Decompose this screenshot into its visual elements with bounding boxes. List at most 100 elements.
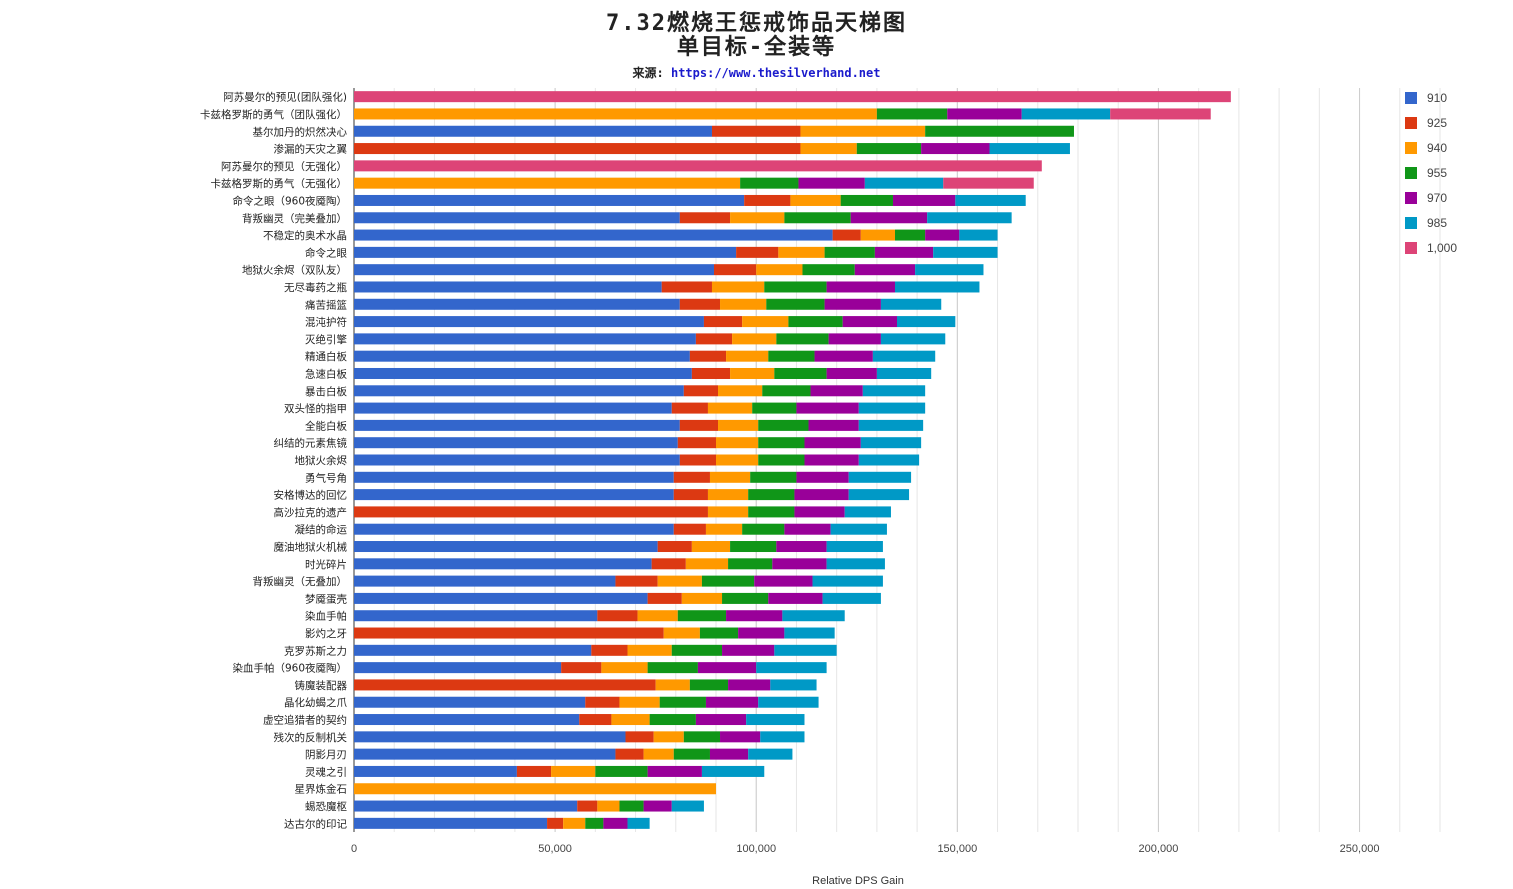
bar-segment-985 [812, 575, 883, 587]
category-label: 达古尔的印记 [284, 817, 347, 830]
category-label: 不稳定的奥术水晶 [263, 229, 347, 242]
bar-segment-940 [716, 437, 759, 449]
bar-segment-910 [354, 523, 674, 535]
bar-segment-940 [720, 298, 767, 310]
bar-segment-970 [828, 333, 881, 345]
bar-segment-925 [679, 298, 721, 310]
source-url[interactable]: https://www.thesilverhand.net [670, 66, 881, 80]
bar-segment-925 [354, 627, 664, 639]
bar-segment-955 [840, 194, 893, 206]
chart-title: 7.32燃烧王惩戒饰品天梯图 [606, 11, 907, 36]
category-label: 纠结的元素焦镜 [274, 437, 348, 450]
bar-segment-955 [925, 125, 1074, 137]
category-label: 高沙拉克的遗产 [274, 506, 348, 519]
bar-segment-970 [850, 212, 928, 224]
bar-segment-955 [595, 765, 648, 777]
bar-segment-940 [711, 281, 765, 293]
bar-segment-910 [354, 454, 680, 466]
bar-segment-970 [647, 765, 702, 777]
legend-label: 985 [1427, 215, 1448, 230]
legend-item: 1,000 [1405, 235, 1457, 260]
bar-segment-940 [655, 679, 690, 691]
category-label: 勇气号角 [305, 471, 347, 484]
category-label: 基尔加丹的炽然决心 [253, 125, 348, 138]
bar-segment-970 [722, 644, 775, 656]
bar-segment-985 [955, 194, 1026, 206]
bar-segment-955 [649, 714, 696, 726]
legend-swatch [1405, 141, 1417, 154]
category-label: 染血手帕（960夜魇陶） [232, 662, 347, 675]
category-label: 克罗苏斯之力 [284, 644, 347, 657]
category-label: 急速白板 [305, 367, 347, 380]
bar-segment-985 [894, 281, 980, 293]
category-label: 全能白板 [305, 419, 347, 432]
legend-item: 985 [1405, 210, 1457, 235]
bar-segment-985 [848, 489, 910, 501]
bar-segment-985 [748, 748, 793, 760]
legend-item: 925 [1405, 110, 1457, 135]
category-label: 命令之眼（960夜魇陶） [232, 194, 347, 207]
bar-segment-970 [804, 454, 859, 466]
bar-segment-925 [703, 316, 743, 328]
bar-segment-910 [354, 489, 674, 501]
bar-segment-925 [615, 575, 658, 587]
bar-segment-970 [798, 177, 865, 189]
category-label: 魔油地狱火机械 [274, 541, 348, 554]
legend-swatch [1405, 91, 1417, 104]
category-label: 凝结的命运 [295, 523, 348, 536]
bar-segment-910 [354, 333, 696, 345]
category-label: 痛苦摇篮 [305, 298, 347, 311]
bar-segment-970 [697, 662, 757, 674]
bar-segment-970 [810, 385, 863, 397]
bar-segment-910 [354, 575, 616, 587]
bar-segment-970 [947, 108, 1022, 120]
bar-segment-970 [826, 367, 877, 379]
category-label: 卡兹格罗斯的勇气（无强化） [211, 177, 348, 190]
category-label: 精通白板 [305, 350, 347, 363]
bar-segment-925 [561, 662, 602, 674]
bar-segment-925 [673, 471, 710, 483]
bar-segment-910 [354, 212, 680, 224]
bar-segment-955 [689, 679, 729, 691]
category-label: 影灼之牙 [305, 627, 347, 640]
bar-segment-985 [959, 229, 998, 241]
legend-label: 925 [1427, 115, 1448, 130]
bar-segment-940 [597, 800, 620, 812]
bar-segment-940 [354, 177, 741, 189]
bar-segment-955 [619, 800, 644, 812]
bar-segment-925 [657, 541, 692, 553]
bar-segment-985 [1021, 108, 1111, 120]
category-label: 阿苏曼尔的预见（无强化） [221, 160, 347, 173]
category-label: 混沌护符 [305, 316, 347, 329]
x-axis-title: Relative DPS Gain [812, 875, 904, 887]
category-label: 蜴恐魔枢 [305, 800, 347, 813]
bar-segment-955 [730, 541, 777, 553]
legend-swatch [1405, 216, 1417, 229]
bar-segment-970 [826, 281, 895, 293]
category-label: 梦魇蛋壳 [305, 592, 347, 605]
category-label: 灭绝引擎 [305, 333, 347, 346]
legend-item: 970 [1405, 185, 1457, 210]
legend-label: 910 [1427, 90, 1448, 105]
bar-segment-970 [776, 541, 827, 553]
bar-segment-910 [354, 419, 680, 431]
bar-segment-910 [354, 714, 580, 726]
bar-segment-940 [354, 783, 716, 795]
bar-segment-910 [354, 298, 680, 310]
bar-segment-925 [647, 592, 682, 604]
category-label: 安格博达的回忆 [274, 489, 348, 502]
bar-segment-970 [772, 558, 827, 570]
category-label: 晶化幼蝎之爪 [284, 696, 347, 709]
bar-segment-970 [768, 592, 823, 604]
legend-label: 970 [1427, 190, 1448, 205]
bar-segment-985 [880, 298, 942, 310]
bar-segment-955 [742, 523, 785, 535]
bar-segment-955 [752, 402, 797, 414]
bar-segment-910 [354, 800, 578, 812]
bar-segment-910 [354, 817, 548, 829]
bar-segment-910 [354, 125, 712, 137]
bar-segment-910 [354, 367, 692, 379]
bar-segment-970 [892, 194, 956, 206]
bar-segment-925 [577, 800, 598, 812]
